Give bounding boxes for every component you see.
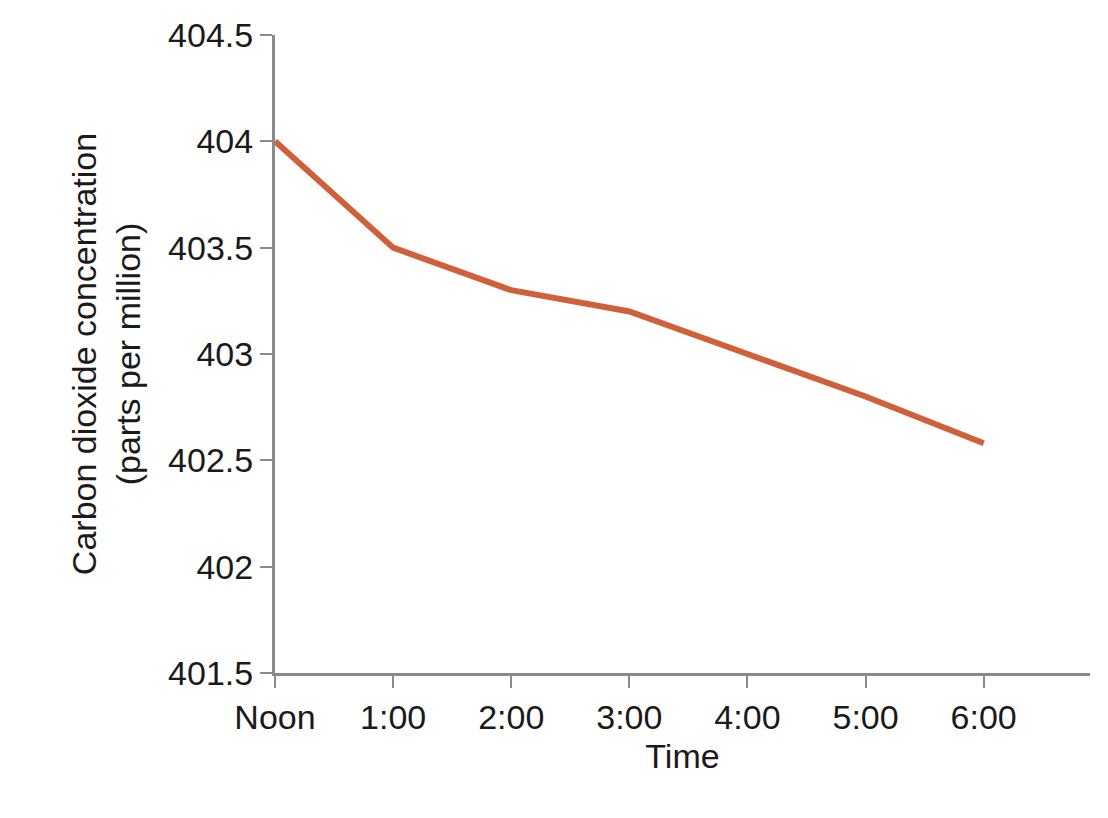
svg-text:2:00: 2:00	[478, 698, 544, 736]
svg-text:6:00: 6:00	[951, 698, 1017, 736]
svg-text:403.5: 403.5	[168, 229, 253, 267]
svg-text:Time: Time	[645, 737, 719, 775]
svg-text:4:00: 4:00	[714, 698, 780, 736]
svg-text:1:00: 1:00	[360, 698, 426, 736]
svg-text:Carbon dioxide concentration(p: Carbon dioxide concentration(parts per m…	[65, 133, 147, 575]
svg-text:402.5: 402.5	[168, 441, 253, 479]
svg-text:401.5: 401.5	[168, 654, 253, 692]
svg-text:3:00: 3:00	[596, 698, 662, 736]
svg-text:404: 404	[196, 122, 253, 160]
svg-text:403: 403	[196, 335, 253, 373]
svg-text:404.5: 404.5	[168, 16, 253, 54]
svg-text:402: 402	[196, 548, 253, 586]
svg-text:Noon: Noon	[234, 698, 315, 736]
svg-text:5:00: 5:00	[832, 698, 898, 736]
